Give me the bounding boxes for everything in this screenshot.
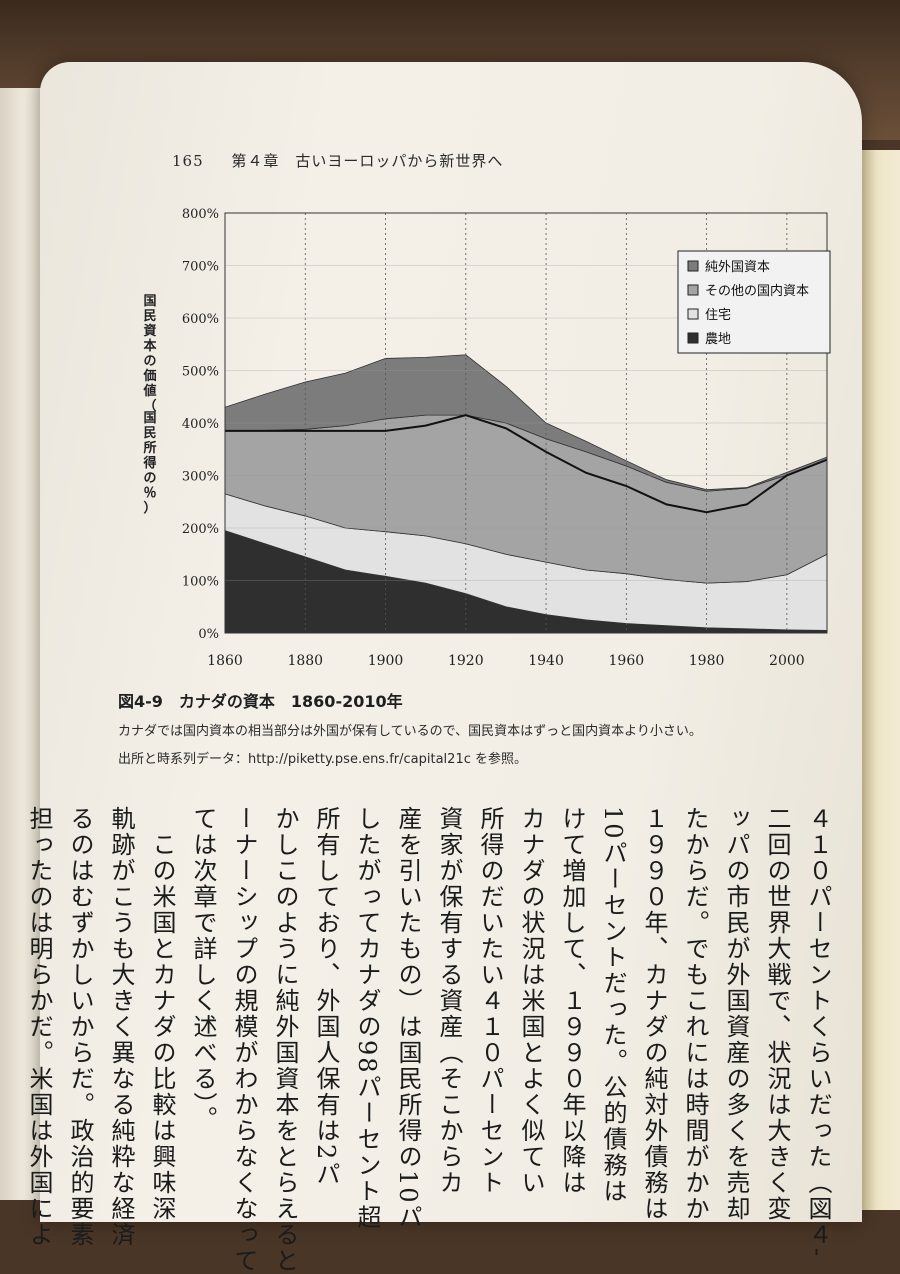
body-column: この米国とカナダの比較は興味深: [148, 806, 176, 1222]
body-column: 担ったのは明らかだ。米国は外国によ: [25, 806, 53, 1248]
body-column: カナダの状況は米国とよく似てい: [517, 806, 545, 1196]
y-axis-title-char: 得: [142, 455, 156, 471]
legend-swatch: [687, 308, 699, 320]
legend-box: [677, 250, 831, 354]
y-axis-title-char: の: [143, 471, 156, 486]
legend-swatch: [687, 284, 699, 296]
x-tick-label: 1900: [368, 653, 404, 669]
body-column: けて増加して、１９９０年以降は: [558, 806, 586, 1196]
y-tick-label: 700%: [182, 260, 219, 275]
x-tick-label: 1860: [207, 653, 243, 669]
y-axis-title-char: 価: [142, 368, 156, 384]
y-axis-title-char: 値: [142, 383, 156, 399]
body-column: ーナーシップの規模がわからなくなって: [230, 806, 258, 1274]
body-column: るのはむずかしいからだ。政治的要素: [66, 806, 94, 1248]
area-layers: [224, 354, 828, 634]
chapter-title: 第４章 古いヨーロッパから新世界へ: [231, 152, 504, 170]
y-tick-label: 0%: [198, 627, 219, 642]
figure-title: 図4-9 カナダの資本 1860-2010年: [118, 692, 403, 711]
y-tick-label: 800%: [182, 207, 219, 222]
x-tick-label: 1960: [609, 653, 645, 669]
legend-label: その他の国内資本: [705, 283, 809, 299]
national-capital-line: [225, 414, 828, 514]
x-tick-label: 1880: [287, 653, 323, 669]
y-tick-label: 100%: [182, 575, 219, 590]
legend-label: 農地: [705, 332, 731, 347]
x-tick-labels: 1860 1880 1900 1920 1940 1960 1980 2000: [207, 653, 805, 669]
y-axis-title-char: 民: [143, 426, 156, 441]
body-column: かしこのように純外国資本をとらえると: [271, 806, 299, 1274]
legend-swatch: [687, 332, 699, 344]
y-tick-label: 300%: [182, 470, 219, 485]
legend-swatch: [687, 260, 699, 272]
body-column: ４１０パーセントくらいだった（図４‐: [804, 806, 832, 1259]
y-axis-title-char: 国: [143, 411, 156, 426]
x-tick-label: 2000: [769, 653, 805, 669]
y-axis-title-char: の: [143, 354, 156, 369]
body-column: 資家が保有する資産（そこからカ: [435, 806, 463, 1196]
y-axis-title-char: 本: [143, 338, 156, 354]
body-column: １９９０年、カナダの純対外債務は: [640, 806, 668, 1222]
body-column: 所得のだいたい４１０パーセント: [476, 806, 504, 1196]
facing-page-edge: [858, 150, 900, 1210]
y-axis-title-char: 国: [143, 294, 156, 309]
body-text: ４１０パーセントくらいだった（図４‐ 二回の世界大戦で、状況は大きく変 ッパの市民が…: [18, 806, 838, 1274]
body-column: 二回の世界大戦で、状況は大きく変: [763, 806, 791, 1222]
body-column: 軌跡がこうも大きく異なる純粋な経済: [107, 806, 135, 1248]
y-tick-label: 600%: [182, 312, 219, 327]
y-tick-label: 400%: [182, 417, 219, 432]
figure-note: カナダでは国内資本の相当部分は外国が保有しているので、国民資本はずっと国内資本よ…: [118, 724, 702, 739]
plot-frame: [224, 212, 828, 634]
y-tick-labels: 0% 100% 200% 300% 400% 500% 600% 700% 800%: [182, 207, 219, 642]
body-column: ては次章で詳しく述べる）。: [189, 806, 217, 1132]
x-tick-label: 1980: [689, 653, 725, 669]
y-axis-title-char: ）: [143, 500, 156, 516]
legend-label: 住宅: [705, 308, 731, 323]
figure-source: 出所と時系列データ：http://piketty.pse.ens.fr/capi…: [118, 752, 527, 767]
body-column: ッパの市民が外国資産の多くを売却: [722, 806, 750, 1222]
x-tick-label: 1940: [528, 653, 564, 669]
body-column: 10パーセントだった。公的債務は: [599, 806, 627, 1205]
running-header: 165 第４章 古いヨーロッパから新世界へ: [172, 150, 503, 171]
y-axis-title-char: 資: [143, 323, 156, 339]
body-column: 所有しており、外国人保有は2パ: [312, 806, 340, 1188]
y-axis-title-char: 民: [143, 309, 156, 324]
y-tick-label: 200%: [182, 522, 219, 537]
y-axis-title-char: ％: [143, 486, 156, 501]
y-axis-title-char: 所: [143, 440, 156, 456]
page-number: 165: [172, 152, 204, 170]
body-column: 産を引いたもの）は国民所得の10パ: [394, 806, 422, 1231]
x-tick-label: 1920: [448, 653, 484, 669]
body-column: たからだ。でもこれには時間がかか: [681, 806, 709, 1222]
y-tick-label: 500%: [182, 365, 219, 380]
y-axis-title-char: （: [143, 398, 156, 414]
body-column: したがってカナダの98パーセント超: [353, 806, 381, 1231]
legend-label: 純外国資本: [705, 260, 770, 275]
